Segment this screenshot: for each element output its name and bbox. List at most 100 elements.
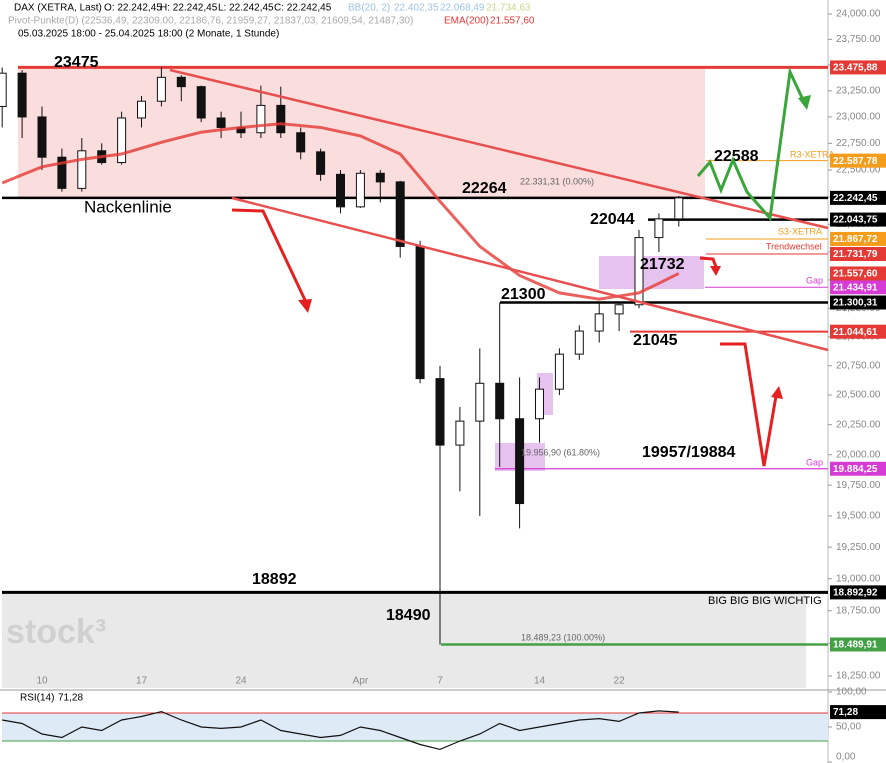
price-badge-label: 21.434,91 [833, 282, 878, 293]
y-tick-label: 100,00 [836, 687, 867, 698]
annotation: 22588 [714, 148, 759, 165]
candle-body [57, 156, 67, 189]
price-badge [830, 280, 886, 295]
arrow-head [298, 299, 312, 313]
price-badge [830, 266, 886, 281]
ohlc: H: 22.242,45 [160, 3, 218, 14]
candle-body [37, 116, 47, 158]
candle-body [634, 237, 644, 306]
y-tick-label: 20,000.00 [836, 449, 881, 460]
support-zone [2, 594, 806, 688]
candle-body [435, 378, 445, 446]
y-tick-label: 19,500.00 [836, 511, 881, 522]
price-badge [830, 637, 886, 652]
annotation: Trendwechsel [766, 241, 822, 251]
price-badge [830, 190, 886, 205]
annotation: 22.331,31 (0.00%) [520, 176, 594, 186]
candle-body [316, 151, 326, 175]
trendline [169, 68, 829, 230]
drawings [169, 66, 829, 467]
rsi-label: RSI(14) [20, 693, 54, 704]
x-tick-label: 17 [136, 676, 148, 687]
y-tick-label: 22,750.00 [836, 138, 881, 149]
y-tick-label: 18,750.00 [836, 605, 881, 616]
candle-body [296, 132, 306, 153]
y-tick-label: 20,750.00 [836, 360, 881, 371]
annotation: 23475 [54, 54, 99, 71]
price-badge [830, 231, 886, 246]
candle-body [674, 197, 684, 220]
y-tick-label: 23,750.00 [836, 34, 881, 45]
projection-arrow [720, 342, 778, 467]
price-badge [830, 705, 886, 720]
bb: BB(20, 2) [348, 3, 390, 14]
price-badge-label: 23.475,88 [833, 63, 878, 74]
y-tick-label: 23,250.00 [836, 85, 881, 96]
y-tick-label: 19,750.00 [836, 480, 881, 491]
rsi-line [2, 710, 679, 751]
rsi-value: 71,28 [58, 693, 83, 704]
annotation: 22264 [462, 180, 507, 197]
title: DAX (XETRA, Last) [14, 3, 102, 14]
ohlc: O: 22.242,45 [104, 3, 162, 14]
annotation: Nackenlinie [84, 197, 172, 216]
candle-body [395, 181, 405, 247]
annotation: Gap [806, 457, 823, 467]
price-badge-label: 22.587,78 [833, 156, 878, 167]
y-tick-label: 20,500.00 [836, 390, 881, 401]
x-tick-label: 7 [437, 676, 443, 687]
annotation: S3-XETRA [778, 226, 822, 236]
annotation: 21045 [633, 332, 678, 349]
price-badge-label: 21.867,72 [833, 234, 878, 245]
projection-arrow [231, 208, 307, 301]
price-badge-label: 18.892,92 [833, 588, 878, 599]
candle-body [375, 172, 385, 183]
price-badge [830, 153, 886, 168]
ema-value: 21.557,60 [490, 16, 535, 27]
candle-body [156, 76, 166, 102]
y-tick-label: 0,00 [836, 752, 856, 763]
candle-body [594, 313, 604, 332]
annotation: 18892 [252, 571, 297, 588]
plot: 18,250.0018,500.0018,750.0019,000.0019,2… [0, 9, 886, 763]
candle-body [137, 100, 146, 119]
candle-body [495, 382, 505, 420]
ema-line [1, 122, 680, 301]
bb: 22.402,35 [394, 3, 439, 14]
candle-body [654, 218, 664, 239]
candle-body [574, 330, 584, 355]
rsi-band [2, 713, 828, 741]
y-tick-label: 18,250.00 [836, 671, 881, 682]
y-tick-label: 24,000.00 [836, 9, 881, 20]
arrow-head [798, 95, 811, 110]
candle-body [475, 382, 485, 422]
candle-body [216, 117, 226, 128]
x-tick-label: 24 [235, 676, 247, 687]
gap-box [599, 256, 704, 289]
annotation: 21300 [501, 286, 546, 303]
candle-body [77, 150, 87, 189]
bb: 22.068,49 [440, 3, 485, 14]
candle-body [176, 76, 186, 88]
ema-label: EMA(200) [444, 16, 489, 27]
trendline [231, 196, 829, 352]
price-badge [830, 324, 886, 339]
pivot: Pivot-Punkte(D) (22536,49, 22309,00, 221… [8, 16, 413, 27]
price-badge-label: 21.300,31 [833, 298, 878, 309]
bb: 21.734,63 [486, 3, 531, 14]
y-tick-label: 22,500.00 [836, 165, 881, 176]
period: 05.03.2025 18:00 - 25.04.2025 18:00 (2 M… [18, 29, 279, 40]
y-tick-label: 50,00 [836, 722, 861, 733]
candle-body [614, 304, 624, 315]
projection-arrow [699, 256, 718, 268]
candle-body [415, 245, 425, 380]
annotation: 19957/19884 [642, 444, 736, 461]
candle-body [117, 117, 127, 164]
price-badge-label: 21.731,79 [833, 249, 878, 260]
annotation: stock³ [6, 613, 106, 651]
y-tick-label: 19,000.00 [836, 573, 881, 584]
price-badge-label: 22.242,45 [833, 193, 878, 204]
candle-body [515, 418, 525, 505]
price-badge-label: 21.044,61 [833, 327, 878, 338]
price-badge [830, 295, 886, 310]
